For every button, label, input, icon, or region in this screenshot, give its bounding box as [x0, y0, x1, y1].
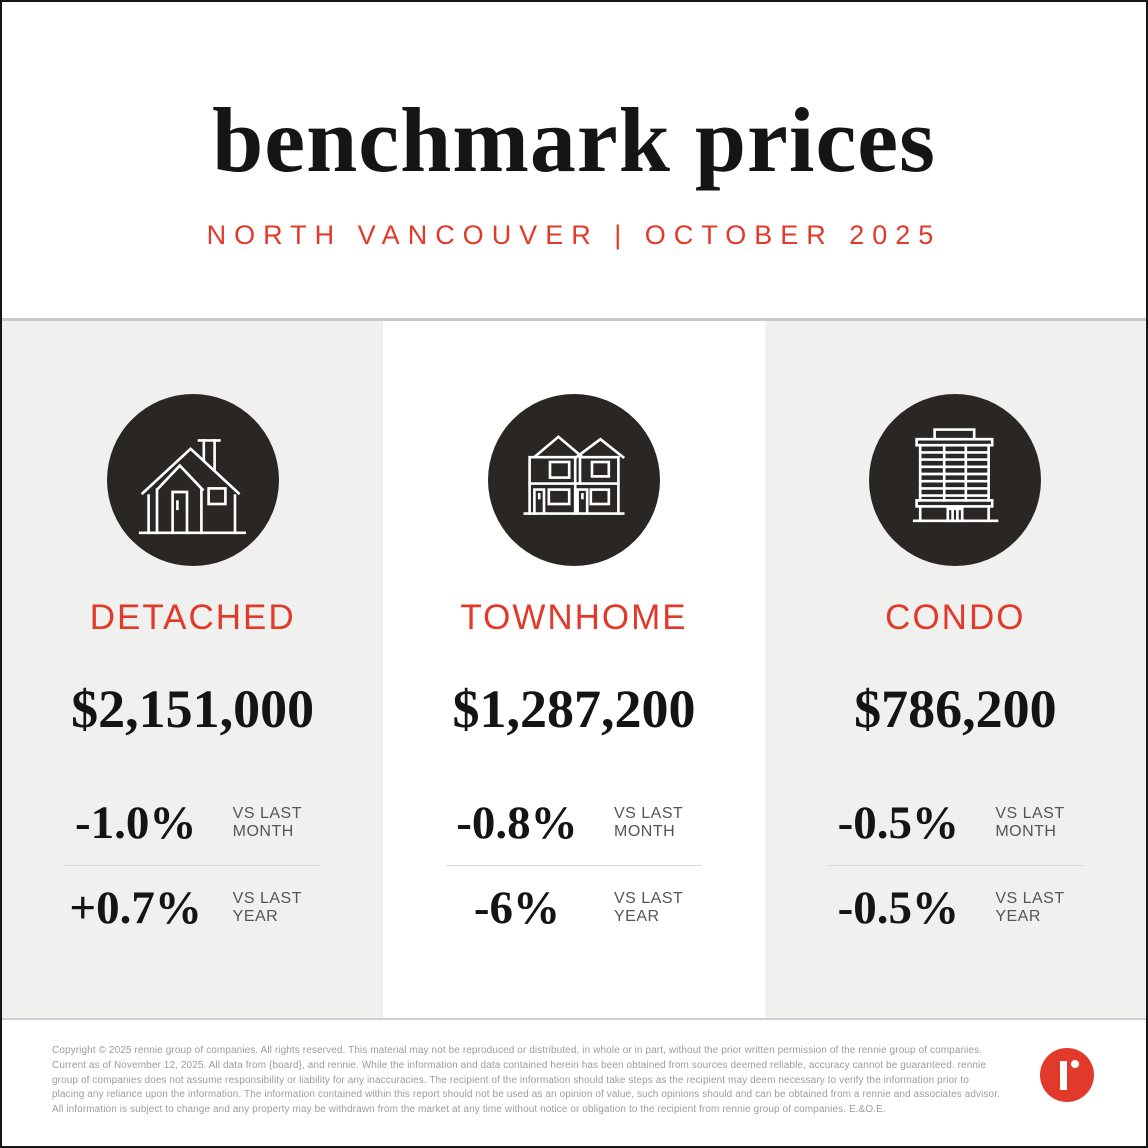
- rennie-logo: [1040, 1048, 1094, 1102]
- condo-building-icon: [913, 428, 999, 523]
- year-change-label: VS LAST YEAR: [614, 890, 706, 928]
- year-change-value: +0.7%: [69, 882, 202, 935]
- month-change-label: VS LAST MONTH: [995, 805, 1087, 843]
- logo-bar: [1060, 1061, 1067, 1090]
- footer: Copyright © 2025 rennie group of compani…: [2, 1020, 1146, 1146]
- month-change-label: VS LAST MONTH: [614, 805, 706, 843]
- label-line: MONTH: [613, 823, 676, 841]
- condo-icon-circle: [869, 394, 1042, 566]
- property-type-label: DETACHED: [89, 598, 296, 637]
- month-change-row: -1.0% VS LAST MONTH: [2, 791, 383, 855]
- year-change-row: -6% VS LAST YEAR: [383, 876, 764, 940]
- year-change-value: -0.5%: [837, 882, 960, 935]
- benchmark-price: $1,287,200: [452, 679, 696, 739]
- month-change-row: -0.5% VS LAST MONTH: [765, 791, 1146, 855]
- price-columns: DETACHED $2,151,000 -1.0% VS LAST MONTH …: [2, 318, 1146, 1020]
- townhome-panel: TOWNHOME $1,287,200 -0.8% VS LAST MONTH …: [383, 321, 765, 1018]
- month-change-row: -0.8% VS LAST MONTH: [383, 791, 764, 855]
- condo-panel: CONDO $786,200 -0.5% VS LAST MONTH -0.5%…: [764, 321, 1146, 1018]
- divider: [445, 865, 702, 867]
- label-line: VS LAST: [613, 889, 684, 907]
- detached-icon-circle: [106, 394, 279, 566]
- year-change-row: -0.5% VS LAST YEAR: [765, 876, 1146, 940]
- label-line: MONTH: [995, 823, 1057, 841]
- year-change-row: +0.7% VS LAST YEAR: [2, 876, 383, 940]
- month-change-value: -0.5%: [837, 797, 960, 850]
- page-subtitle: NORTH VANCOUVER | OCTOBER 2025: [206, 220, 942, 250]
- price-changes: -0.5% VS LAST MONTH -0.5% VS LAST YEAR: [765, 791, 1146, 940]
- logo-dot: [1071, 1060, 1079, 1068]
- year-change-value: -6%: [473, 882, 561, 935]
- benchmark-price: $786,200: [854, 679, 1057, 739]
- detached-house-icon: [138, 439, 246, 535]
- label-line: VS LAST: [613, 804, 684, 822]
- month-change-value: -1.0%: [74, 797, 197, 850]
- benchmark-price: $2,151,000: [71, 679, 315, 739]
- label-line: YEAR: [613, 908, 660, 926]
- year-change-label: VS LAST YEAR: [233, 890, 325, 928]
- page-title: benchmark prices: [212, 89, 936, 191]
- label-line: YEAR: [232, 908, 279, 926]
- townhome-icon: [523, 435, 626, 515]
- price-changes: -0.8% VS LAST MONTH -6% VS LAST YEAR: [383, 791, 764, 940]
- month-change-label: VS LAST MONTH: [233, 805, 325, 843]
- label-line: MONTH: [232, 823, 294, 841]
- label-line: VS LAST: [995, 889, 1065, 907]
- property-type-label: CONDO: [885, 598, 1026, 637]
- disclaimer-text: Copyright © 2025 rennie group of compani…: [52, 1045, 1000, 1116]
- property-type-label: TOWNHOME: [460, 598, 688, 637]
- label-line: VS LAST: [995, 804, 1065, 822]
- label-line: VS LAST: [232, 889, 302, 907]
- detached-panel: DETACHED $2,151,000 -1.0% VS LAST MONTH …: [2, 321, 384, 1018]
- year-change-label: VS LAST YEAR: [995, 890, 1087, 928]
- label-line: VS LAST: [232, 804, 302, 822]
- divider: [64, 865, 321, 867]
- price-changes: -1.0% VS LAST MONTH +0.7% VS LAST YEAR: [2, 791, 383, 940]
- divider: [827, 865, 1084, 867]
- label-line: YEAR: [995, 908, 1041, 926]
- month-change-value: -0.8%: [456, 797, 578, 850]
- header: benchmark prices NORTH VANCOUVER | OCTOB…: [2, 2, 1146, 318]
- townhome-icon-circle: [487, 394, 660, 566]
